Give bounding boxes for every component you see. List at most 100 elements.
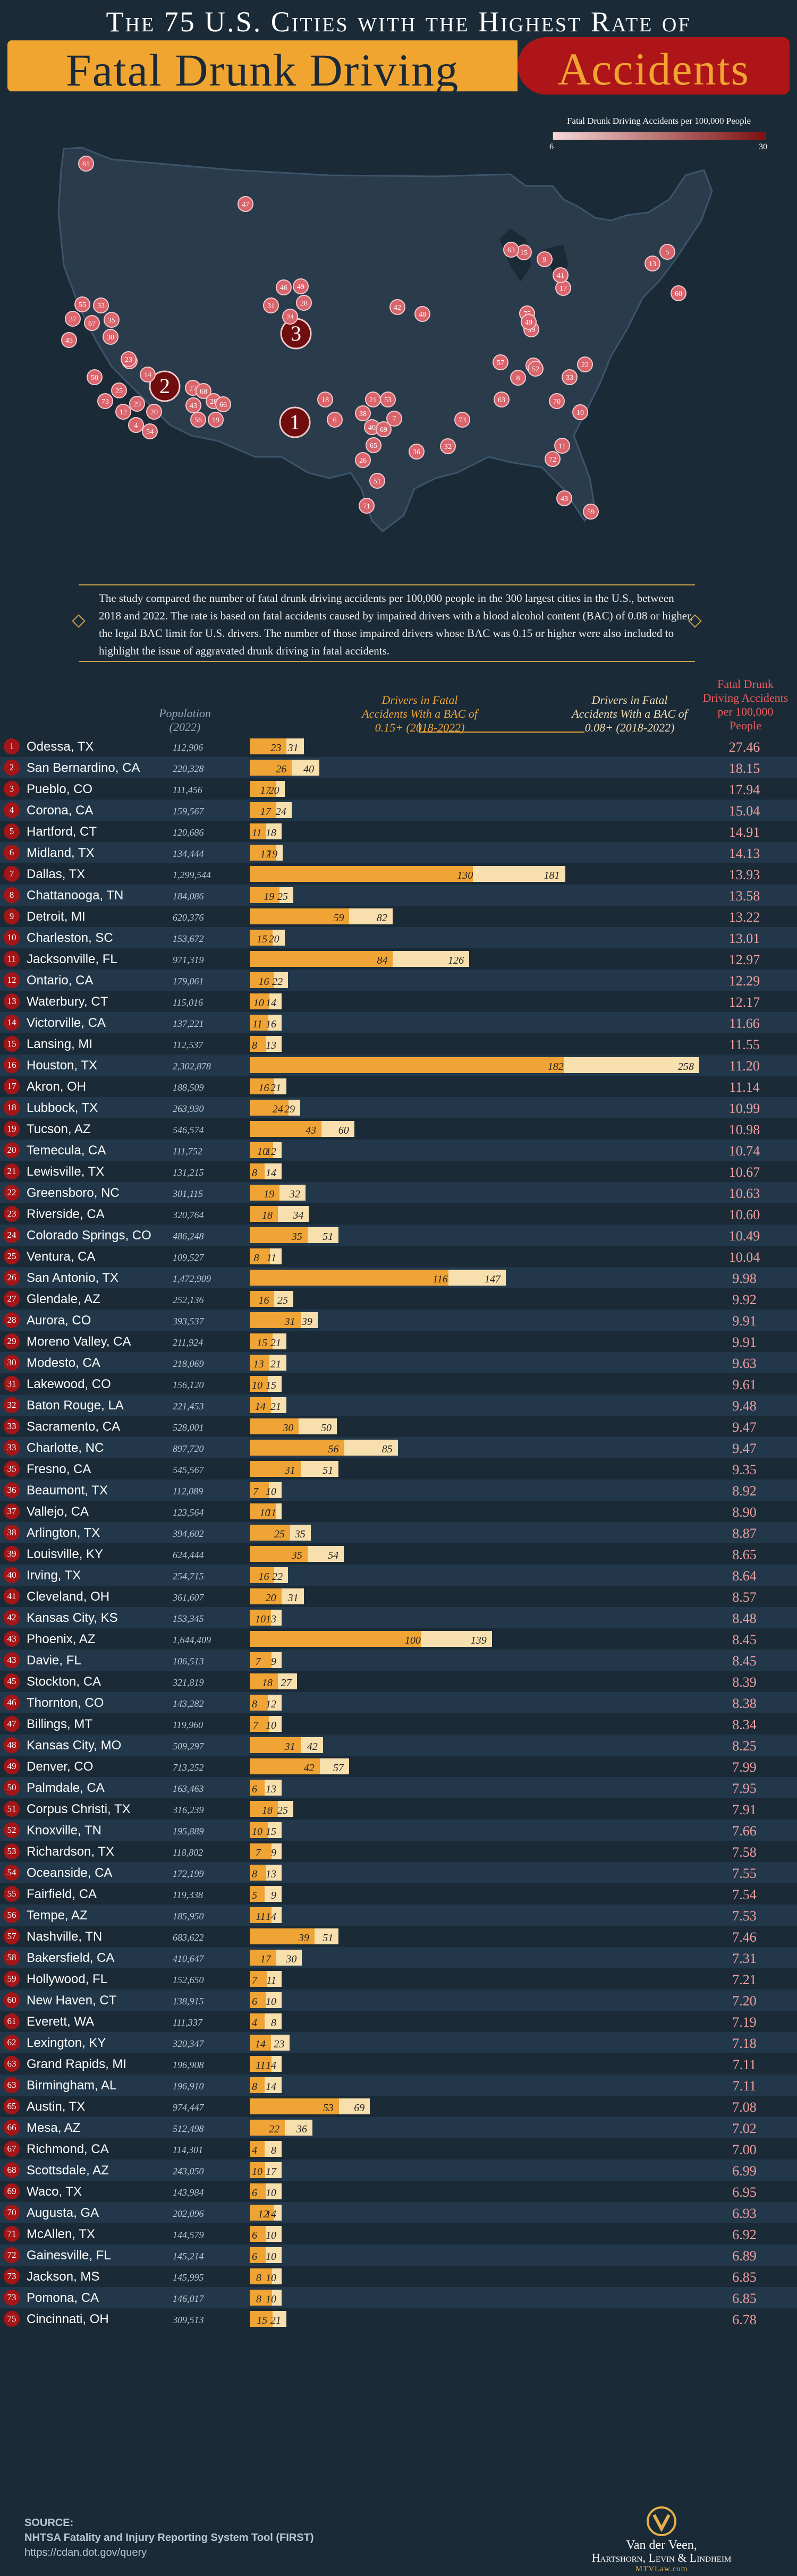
bac08-bar: 10 12 bbox=[250, 1142, 282, 1158]
bac15-bar bbox=[250, 2311, 273, 2327]
map-marker-label: 49 bbox=[297, 283, 304, 291]
map-marker bbox=[103, 329, 118, 345]
rate-value: 9.91 bbox=[732, 1334, 757, 1350]
bac15-value: 16 bbox=[258, 1295, 269, 1306]
legend-color-bar bbox=[553, 132, 766, 140]
bac08-bar: 6 10 bbox=[250, 2226, 282, 2242]
population-value: 134,444 bbox=[173, 848, 204, 859]
rate-value: 13.93 bbox=[728, 867, 760, 882]
bac15-value: 8 bbox=[252, 1868, 257, 1880]
bac08-value: 15 bbox=[266, 1380, 276, 1391]
rank-badge: 12 bbox=[4, 972, 20, 988]
bac08-value: 10 bbox=[266, 2187, 276, 2199]
city-name: Midland, TX bbox=[27, 846, 95, 860]
bac15-value: 56 bbox=[328, 1443, 339, 1455]
bac15-bar bbox=[250, 1546, 308, 1562]
map-marker bbox=[293, 278, 309, 294]
page-title-banner: Fatal Drunk Driving Accidents bbox=[7, 37, 790, 96]
population-value: 361,607 bbox=[173, 1592, 204, 1603]
table-row: 54 Oceanside, CA 172,199 8 13 7.55 bbox=[0, 1862, 797, 1883]
population-value: 179,061 bbox=[173, 976, 204, 987]
rank-badge: 70 bbox=[4, 2205, 20, 2221]
bac08-value: 51 bbox=[323, 1932, 334, 1944]
map-marker bbox=[389, 299, 405, 315]
city-name: New Haven, CT bbox=[27, 1993, 117, 2008]
bac15-value: 84 bbox=[377, 955, 388, 966]
population-value: 153,672 bbox=[173, 933, 204, 944]
bac15-value: 4 bbox=[252, 2017, 257, 2029]
bac08-bar: 59 82 bbox=[250, 908, 393, 924]
bac15-value: 8 bbox=[252, 1040, 257, 1051]
rate-value: 9.98 bbox=[732, 1271, 757, 1286]
rate-value: 10.67 bbox=[728, 1164, 760, 1180]
bac15-bar bbox=[250, 993, 269, 1009]
city-name: Stockton, CA bbox=[27, 1674, 101, 1689]
source-url[interactable]: https://cdan.dot.gov/query bbox=[24, 2547, 147, 2558]
rank-badge: 51 bbox=[4, 1801, 20, 1817]
population-value: 211,924 bbox=[173, 1337, 204, 1348]
bac15-value: 18 bbox=[262, 1805, 273, 1816]
population-value: 410,647 bbox=[173, 1953, 204, 1964]
table-row: 37 Vallejo, CA 123,564 10 11 8.90 bbox=[0, 1501, 797, 1522]
bac15-bar bbox=[250, 1992, 266, 2008]
table-row: 65 Austin, TX 974,447 53 69 7.08 bbox=[0, 2096, 797, 2117]
population-value: 252,136 bbox=[173, 1295, 204, 1305]
table-row: 70 Augusta, GA 202,096 12 14 6.93 bbox=[0, 2202, 797, 2223]
rate-value: 12.29 bbox=[728, 973, 760, 989]
population-value: 2,302,878 bbox=[173, 1061, 211, 1072]
bac08-bar: 130 181 bbox=[250, 866, 565, 882]
bac15-bar bbox=[250, 930, 273, 946]
map-marker bbox=[215, 396, 231, 412]
bac15-bar bbox=[250, 1015, 269, 1031]
bac08-bar: 16 25 bbox=[250, 1291, 293, 1307]
bac15-value: 31 bbox=[284, 1316, 295, 1328]
map-marker-label: 36 bbox=[413, 448, 420, 456]
table-row: 17 Akron, OH 188,509 16 21 11.14 bbox=[0, 1076, 797, 1097]
population-value: 243,050 bbox=[173, 2166, 204, 2177]
table-row: 41 Cleveland, OH 361,607 20 31 8.57 bbox=[0, 1586, 797, 1607]
population-value: 221,453 bbox=[173, 1401, 204, 1412]
bac15-value: 11 bbox=[256, 1911, 266, 1923]
rank-badge: 43 bbox=[4, 1652, 20, 1668]
map-marker bbox=[494, 392, 510, 407]
bac15-bar bbox=[250, 1376, 268, 1392]
table-row: 66 Mesa, AZ 512,498 22 36 7.02 bbox=[0, 2117, 797, 2138]
map-marker-label: 65 bbox=[370, 442, 377, 450]
bac15-bar bbox=[250, 1333, 273, 1349]
bac08-value: 50 bbox=[320, 1422, 332, 1434]
bac15-bar bbox=[250, 2120, 285, 2136]
firm-website[interactable]: MTVLaw.com bbox=[635, 2565, 688, 2573]
bac08-bar: 19 32 bbox=[250, 1185, 306, 1201]
rank-badge: 21 bbox=[4, 1163, 20, 1179]
bac15-value: 18 bbox=[262, 1677, 273, 1689]
bac15-bar bbox=[250, 2183, 266, 2199]
bac15-value: 31 bbox=[284, 1465, 295, 1476]
bac08-bar: 16 21 bbox=[250, 1078, 286, 1094]
map-marker-label: 4 bbox=[134, 422, 138, 430]
bac15-value: 10 bbox=[255, 1613, 266, 1625]
city-name: Richardson, TX bbox=[27, 1844, 114, 1859]
bac15-bar bbox=[250, 1291, 275, 1307]
bac08-bar: 11 18 bbox=[250, 823, 282, 839]
map-marker bbox=[369, 473, 385, 489]
map-marker bbox=[87, 369, 103, 385]
table-row: 50 Palmdale, CA 163,463 6 13 7.95 bbox=[0, 1777, 797, 1798]
population-value: 112,537 bbox=[173, 1040, 204, 1050]
bac08-value: 31 bbox=[287, 742, 299, 754]
table-row: 33 Sacramento, CA 528,001 30 50 9.47 bbox=[0, 1416, 797, 1437]
table-row: 18 Lubbock, TX 263,930 24 29 10.99 bbox=[0, 1097, 797, 1118]
rate-value: 7.58 bbox=[732, 1844, 757, 1860]
bac08-bar: 31 51 bbox=[250, 1461, 339, 1477]
city-name: Glendale, AZ bbox=[27, 1292, 100, 1306]
rank-badge: 32 bbox=[4, 1397, 20, 1413]
bac15-value: 11 bbox=[252, 1018, 262, 1030]
population-value: 1,299,544 bbox=[173, 870, 211, 880]
city-name: Irving, TX bbox=[27, 1568, 81, 1583]
bac15-bar bbox=[250, 1185, 280, 1201]
bac15-value: 17 bbox=[260, 785, 271, 796]
city-name: Phoenix, AZ bbox=[27, 1632, 96, 1646]
population-value: 393,537 bbox=[173, 1316, 204, 1327]
rate-value: 7.02 bbox=[732, 2121, 757, 2136]
bac15-value: 4 bbox=[252, 2145, 257, 2156]
map-marker bbox=[61, 332, 77, 348]
